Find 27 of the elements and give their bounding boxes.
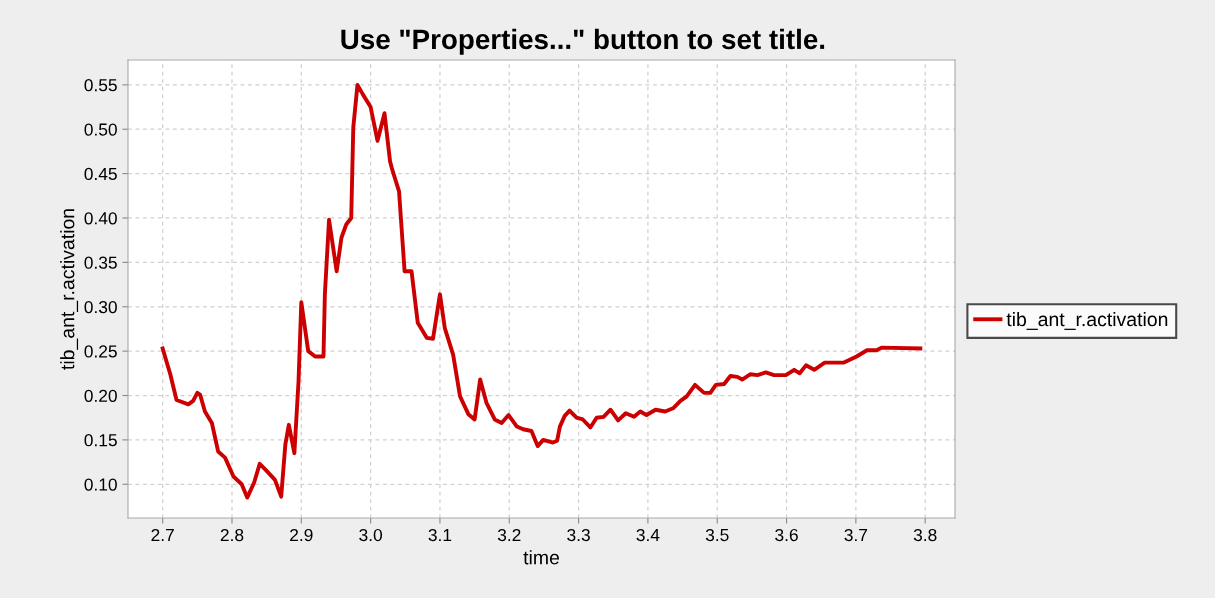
y-tick-label: 0.50 [84, 123, 117, 136]
y-tick-label: 0.35 [84, 256, 117, 269]
x-tick-label: 2.8 [220, 528, 244, 542]
x-tick-label: 3.2 [497, 528, 521, 542]
y-tick-label: 0.15 [84, 434, 117, 447]
x-tick-label: 3.4 [636, 528, 660, 542]
x-tick-label: 3.7 [844, 528, 868, 542]
y-tick-label: 0.20 [84, 389, 117, 402]
y-tick-label: 0.25 [84, 345, 117, 358]
x-tick-label: 3.3 [567, 528, 590, 542]
y-tick-label: 0.40 [84, 212, 117, 225]
x-tick-label: 3.8 [913, 528, 937, 542]
y-tick-label: 0.45 [84, 167, 117, 181]
chart-title: Use "Properties..." button to set title. [341, 28, 825, 55]
y-axis-title: tib_ant_r.activation [60, 209, 79, 370]
x-tick-label: 3.6 [775, 528, 798, 542]
line-series [160, 82, 923, 500]
y-tick-label: 0.55 [84, 79, 117, 92]
x-tick-label: 3.1 [428, 528, 452, 542]
y-tick-label: 0.10 [84, 478, 117, 491]
x-tick-label: 2.7 [151, 528, 174, 541]
y-tick-label: 0.30 [84, 300, 117, 314]
legend-label: tib_ant_r.activation [1006, 312, 1168, 330]
x-tick-label: 2.9 [290, 528, 313, 542]
x-axis-title: time [523, 550, 559, 565]
x-tick-label: 3.0 [359, 528, 383, 542]
x-tick-label: 3.5 [705, 528, 729, 542]
